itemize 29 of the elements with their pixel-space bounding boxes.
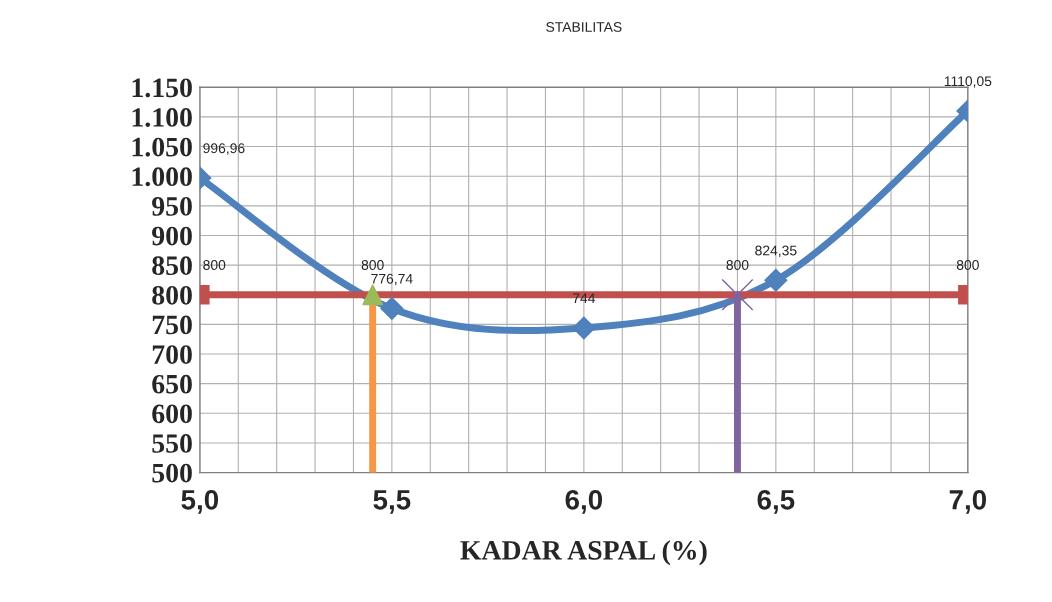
data-label: 996,96 (203, 143, 245, 155)
data-label: 824,35 (755, 245, 797, 258)
y-tick-label: 750 (152, 315, 192, 335)
y-tick-label: 700 (152, 345, 192, 364)
y-tick-label: 1.150 (132, 78, 192, 98)
data-label: 1110,05 (944, 76, 992, 88)
y-tick-label: 500 (152, 463, 192, 483)
y-tick-label: 950 (152, 197, 192, 216)
y-tick-label: 600 (152, 404, 192, 424)
y-tick-label: 1.000 (132, 167, 192, 187)
x-axis-title: KADAR ASPAL (%) (460, 540, 707, 566)
x-tick-label: 6,5 (757, 489, 795, 514)
y-tick-label: 800 (152, 285, 192, 305)
x-tick-label: 5,5 (373, 490, 411, 514)
y-tick-label: 1.050 (132, 137, 192, 157)
y-tick-label: 1.100 (132, 108, 192, 127)
x-tick-label: 6,0 (565, 489, 603, 514)
x-tick-label: 5,0 (181, 489, 219, 514)
chart-title: STABILITAS (546, 22, 622, 32)
data-label: 776,74 (371, 273, 413, 286)
data-label: 800 (203, 260, 226, 270)
y-tick-label: 650 (152, 374, 192, 394)
data-label: 800 (726, 260, 749, 270)
y-tick-label: 550 (152, 434, 192, 453)
x-tick-label: 7,0 (949, 489, 987, 514)
y-tick-label: 850 (152, 256, 192, 276)
data-label: 800 (956, 260, 979, 270)
data-label: 800 (361, 260, 384, 270)
y-tick-label: 900 (152, 226, 192, 246)
